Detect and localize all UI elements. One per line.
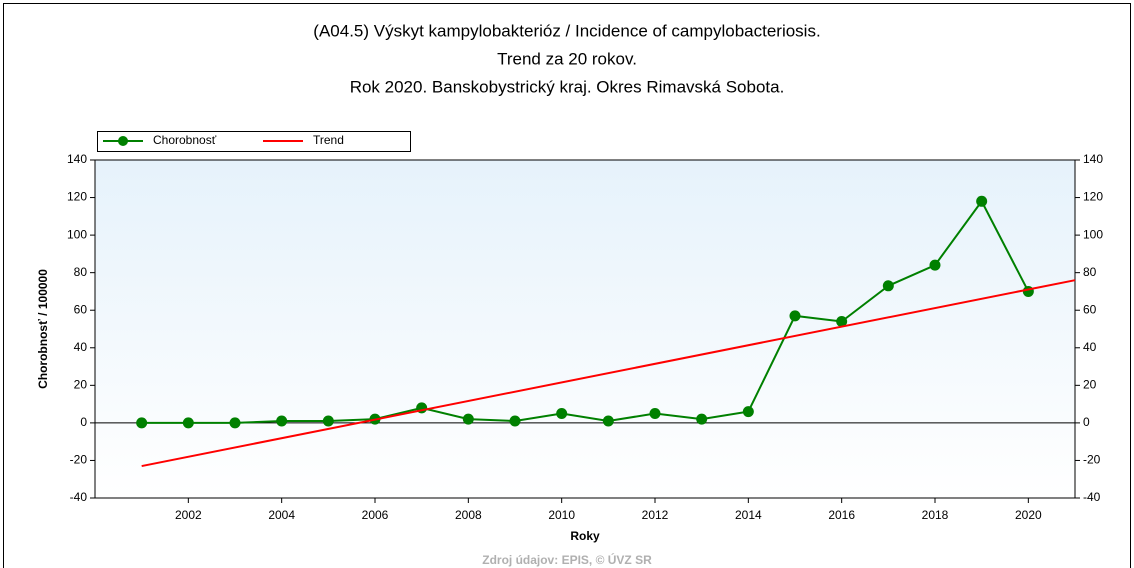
title-line: Trend za 20 rokov. (497, 49, 637, 68)
series-line (141, 199, 1030, 424)
point (742, 406, 754, 418)
legend-marker (118, 136, 128, 146)
y2-tick-label: -20 (1083, 453, 1101, 467)
y-tick-label: 80 (74, 265, 88, 279)
x-tick-label: 2004 (268, 508, 295, 522)
point (182, 417, 194, 429)
y-tick-label: 140 (67, 152, 87, 166)
point (882, 280, 894, 292)
y-tick-label: -40 (70, 490, 88, 504)
point (649, 408, 661, 419)
x-tick-label: 2014 (735, 508, 762, 522)
y2-tick-label: 140 (1083, 152, 1103, 166)
x-tick-label: 2002 (175, 508, 202, 522)
y2-tick-label: 0 (1083, 415, 1090, 429)
point (602, 415, 614, 427)
point (1022, 285, 1034, 297)
point (229, 417, 241, 429)
y-tick-label: 0 (80, 415, 87, 429)
x-tick-label: 2010 (548, 508, 575, 522)
y2-tick-label: 80 (1083, 265, 1097, 279)
point (556, 408, 568, 419)
point (462, 413, 474, 425)
y2-tick-label: 60 (1083, 302, 1097, 316)
x-tick-label: 2012 (642, 508, 669, 522)
y-tick-label: 40 (74, 340, 88, 354)
point (276, 415, 288, 427)
legend-label: Chorobnosť (153, 133, 217, 147)
point (136, 417, 148, 429)
legend-label: Trend (313, 133, 344, 147)
x-tick-label: 2018 (922, 508, 949, 522)
y-tick-label: 100 (67, 227, 87, 241)
y2-tick-label: 120 (1083, 190, 1103, 204)
y2-tick-label: 20 (1083, 378, 1097, 392)
point (789, 310, 801, 322)
x-tick-label: 2020 (1015, 508, 1042, 522)
title-line: Rok 2020. Banskobystrický kraj. Okres Ri… (350, 77, 785, 96)
y-axis-label: Chorobnosť / 100000 (36, 269, 50, 389)
point (696, 413, 708, 425)
x-tick-label: 2008 (455, 508, 482, 522)
point (836, 315, 848, 327)
frame (3, 3, 1131, 568)
y2-tick-label: -40 (1083, 490, 1101, 504)
series-line (141, 279, 1076, 468)
x-tick-label: 2016 (828, 508, 855, 522)
y-tick-label: -20 (70, 453, 88, 467)
source: Zdroj údajov: EPIS, © ÚVZ SR (482, 552, 652, 567)
y-tick-label: 20 (74, 378, 88, 392)
legend (97, 131, 411, 152)
y-tick-label: 60 (74, 302, 88, 316)
point (929, 259, 941, 271)
point (322, 415, 334, 427)
plot-area (94, 159, 1076, 499)
y2-tick-label: 40 (1083, 340, 1097, 354)
x-tick-label: 2006 (362, 508, 389, 522)
y2-tick-label: 100 (1083, 227, 1103, 241)
point (509, 415, 521, 427)
x-axis-label: Roky (570, 529, 600, 543)
title-line: (A04.5) Výskyt kampylobakterióz / Incide… (313, 21, 820, 40)
point (976, 195, 988, 207)
y-tick-label: 120 (67, 190, 87, 204)
